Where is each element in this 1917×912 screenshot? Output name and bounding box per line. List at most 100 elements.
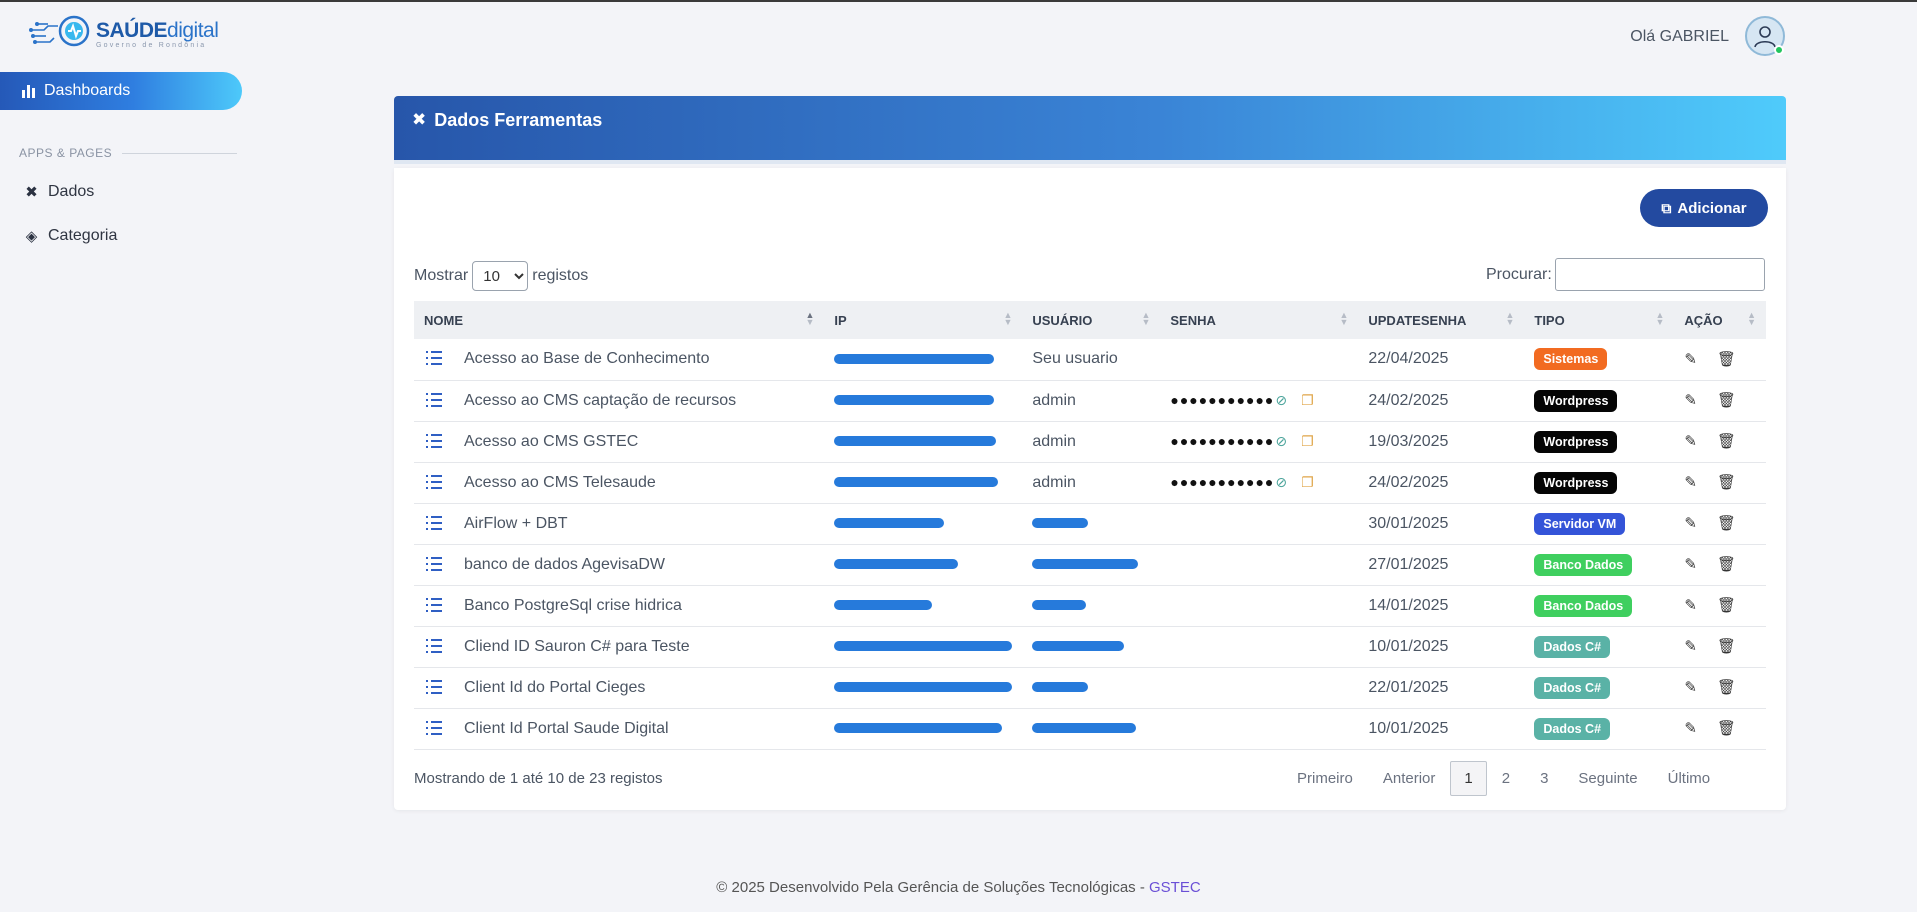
row-update: 10/01/2025 bbox=[1358, 708, 1525, 750]
circuit-logo-icon bbox=[28, 14, 94, 54]
trash-icon[interactable]: 🗑 bbox=[1716, 679, 1736, 696]
edit-icon[interactable]: ✎ bbox=[1684, 474, 1697, 491]
column-header-tipo[interactable]: TIPO ▲ ▼ bbox=[1534, 310, 1665, 328]
row-update: 27/01/2025 bbox=[1358, 544, 1525, 586]
tools-icon: ✖ bbox=[25, 184, 38, 201]
row-user: admin bbox=[1032, 432, 1076, 450]
avatar[interactable] bbox=[1745, 16, 1785, 56]
eye-slash-icon[interactable]: ⊘ bbox=[1275, 391, 1288, 408]
redacted-user bbox=[1032, 723, 1137, 734]
row-update: 14/01/2025 bbox=[1358, 585, 1525, 627]
pagination-page-3[interactable]: 3 bbox=[1540, 770, 1549, 787]
edit-icon[interactable]: ✎ bbox=[1684, 515, 1697, 532]
trash-icon[interactable]: 🗑 bbox=[1716, 638, 1736, 655]
table-header-row: NOME ▲ ▼ IP ▲ ▼ USUÁRIO ▲ ▼ SENHA ▲ ▼ UPDATESENH… bbox=[414, 301, 1766, 339]
table-row: Acesso ao CMS captação de recursos admin… bbox=[414, 380, 1766, 422]
column-header-senha[interactable]: SENHA ▲ ▼ bbox=[1170, 310, 1349, 328]
row-name: Banco PostgreSql crise hidrica bbox=[454, 585, 825, 627]
pagination-next[interactable]: Seguinte bbox=[1578, 770, 1638, 787]
row-user-cell: admin bbox=[1022, 421, 1161, 463]
row-password-cell: ●●●●●●●●●●●⊘ ❐ bbox=[1160, 421, 1359, 463]
row-type-cell: Wordpress bbox=[1524, 421, 1675, 463]
row-name: Acesso ao Base de Conhecimento bbox=[454, 339, 825, 381]
trash-icon[interactable]: 🗑 bbox=[1716, 515, 1736, 532]
row-ip-cell bbox=[824, 626, 1023, 668]
edit-icon[interactable]: ✎ bbox=[1684, 556, 1697, 573]
list-icon[interactable] bbox=[426, 513, 442, 533]
row-update: 24/02/2025 bbox=[1358, 380, 1525, 422]
table-row: Acesso ao CMS Telesaude admin ●●●●●●●●●●… bbox=[414, 462, 1766, 504]
sidebar-item-dados[interactable]: ✖ Dados bbox=[23, 183, 94, 201]
column-header-ip[interactable]: IP ▲ ▼ bbox=[834, 310, 1013, 328]
copy-icon[interactable]: ❐ bbox=[1301, 473, 1314, 490]
list-icon[interactable] bbox=[426, 595, 442, 615]
pagination-prev[interactable]: Anterior bbox=[1382, 770, 1436, 787]
list-icon[interactable] bbox=[426, 677, 442, 697]
list-icon[interactable] bbox=[426, 718, 442, 738]
search-control: Procurar: bbox=[1486, 258, 1765, 291]
row-update: 22/04/2025 bbox=[1358, 339, 1525, 381]
edit-icon[interactable]: ✎ bbox=[1684, 679, 1697, 696]
table-row: Banco PostgreSql crise hidrica 14/01/202… bbox=[414, 585, 1766, 627]
trash-icon[interactable]: 🗑 bbox=[1716, 433, 1736, 450]
edit-icon[interactable]: ✎ bbox=[1684, 638, 1697, 655]
table-row: Client Id Portal Saude Digital 10/01/202… bbox=[414, 708, 1766, 750]
eye-slash-icon[interactable]: ⊘ bbox=[1275, 473, 1288, 490]
edit-icon[interactable]: ✎ bbox=[1684, 350, 1697, 368]
trash-icon[interactable]: 🗑 bbox=[1716, 392, 1736, 409]
column-header-usuario[interactable]: USUÁRIO ▲ ▼ bbox=[1032, 310, 1151, 328]
copy-icon[interactable]: ❐ bbox=[1301, 432, 1314, 449]
eye-slash-icon[interactable]: ⊘ bbox=[1275, 432, 1288, 449]
page-length-control: Mostrar 10 registos bbox=[414, 261, 588, 291]
column-header-updatesenha[interactable]: UPDATESENHA ▲ ▼ bbox=[1368, 310, 1515, 328]
edit-icon[interactable]: ✎ bbox=[1684, 433, 1697, 450]
row-password-cell: ●●●●●●●●●●●⊘ ❐ bbox=[1160, 462, 1359, 504]
sidebar-item-label: Categoria bbox=[48, 227, 118, 244]
pagination-page-2[interactable]: 2 bbox=[1501, 770, 1511, 787]
row-user-cell: admin bbox=[1022, 380, 1161, 422]
edit-icon[interactable]: ✎ bbox=[1684, 597, 1697, 614]
type-badge: Dados C# bbox=[1534, 717, 1611, 740]
row-type-cell: Dados C# bbox=[1524, 667, 1675, 709]
edit-icon[interactable]: ✎ bbox=[1684, 720, 1697, 737]
row-update: 30/01/2025 bbox=[1358, 503, 1525, 545]
type-badge: Sistemas bbox=[1534, 348, 1608, 371]
type-badge: Wordpress bbox=[1534, 471, 1618, 494]
redacted-ip bbox=[834, 600, 933, 611]
pagination-first[interactable]: Primeiro bbox=[1297, 770, 1353, 787]
row-ip-cell bbox=[824, 708, 1023, 750]
trash-icon[interactable]: 🗑 bbox=[1716, 474, 1736, 491]
footer-link[interactable]: GSTEC bbox=[1149, 879, 1201, 896]
sidebar-item-categoria[interactable]: ◈ Categoria bbox=[23, 227, 118, 245]
add-button[interactable]: ⧉ Adicionar bbox=[1640, 189, 1768, 227]
sidebar-item-dashboards[interactable]: Dashboards bbox=[0, 72, 242, 110]
redacted-ip bbox=[834, 436, 997, 447]
trash-icon[interactable]: 🗑 bbox=[1716, 597, 1736, 614]
row-actions: ✎ 🗑 bbox=[1674, 708, 1766, 750]
edit-icon[interactable]: ✎ bbox=[1684, 392, 1697, 409]
trash-icon[interactable]: 🗑 bbox=[1716, 556, 1736, 573]
list-icon[interactable] bbox=[426, 390, 442, 410]
pagination-last[interactable]: Último bbox=[1667, 770, 1711, 787]
column-header-acao[interactable]: AÇÃO ▲ ▼ bbox=[1684, 310, 1756, 328]
row-name: Acesso ao CMS captação de recursos bbox=[454, 380, 825, 422]
search-input[interactable] bbox=[1554, 258, 1765, 291]
type-badge: Wordpress bbox=[1534, 430, 1618, 453]
list-icon[interactable] bbox=[426, 472, 442, 492]
list-icon[interactable] bbox=[426, 431, 442, 451]
pagination-page-1[interactable]: 1 bbox=[1450, 761, 1487, 796]
row-ip-cell bbox=[824, 462, 1023, 504]
copy-icon[interactable]: ❐ bbox=[1301, 391, 1314, 408]
list-icon[interactable] bbox=[426, 554, 442, 574]
list-icon[interactable] bbox=[426, 636, 442, 656]
row-password: ●●●●●●●●●●● bbox=[1170, 432, 1275, 449]
list-icon[interactable] bbox=[426, 348, 442, 368]
column-header-nome[interactable]: NOME ▲ ▼ bbox=[424, 310, 815, 328]
page-length-select[interactable]: 10 bbox=[472, 261, 529, 291]
trash-icon[interactable]: 🗑 bbox=[1716, 350, 1736, 368]
row-ip-cell bbox=[824, 339, 1023, 381]
brand-logo[interactable]: SAÚDEdigital Governo de Rondônia bbox=[28, 14, 219, 54]
type-badge: Banco Dados bbox=[1534, 594, 1633, 617]
trash-icon[interactable]: 🗑 bbox=[1716, 720, 1736, 737]
row-password-cell bbox=[1160, 626, 1359, 668]
